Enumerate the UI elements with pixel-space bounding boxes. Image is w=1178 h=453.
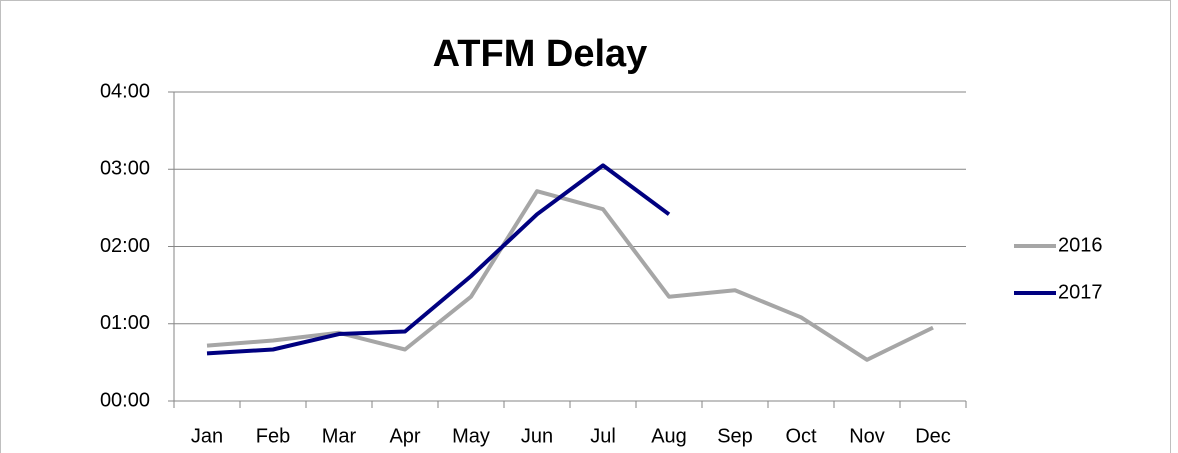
y-tick-label: 01:00 <box>100 312 150 334</box>
y-tick-label: 02:00 <box>100 235 150 257</box>
chart-title: ATFM Delay <box>433 33 648 75</box>
y-tick-label: 00:00 <box>100 389 150 411</box>
series-line <box>206 163 671 356</box>
x-tick-label: Jun <box>521 425 553 447</box>
x-tick-label: Aug <box>651 425 687 447</box>
y-tick-label: 03:00 <box>100 158 150 180</box>
legend-label: 2016 <box>1058 234 1103 256</box>
x-tick-label: Sep <box>717 425 753 447</box>
x-tick-label: Mar <box>322 425 357 447</box>
x-tick-label: Oct <box>785 425 817 447</box>
x-tick-label: Nov <box>849 425 885 447</box>
x-tick-label: Feb <box>256 425 290 447</box>
x-tick-label: Jul <box>590 425 616 447</box>
x-tick-label: Jan <box>191 425 223 447</box>
x-tick-label: May <box>452 425 490 447</box>
x-tick-label: Apr <box>389 425 420 447</box>
y-tick-label: 04:00 <box>100 80 150 102</box>
series-line <box>206 189 934 362</box>
legend-label: 2017 <box>1058 281 1103 303</box>
x-tick-label: Dec <box>915 425 951 447</box>
